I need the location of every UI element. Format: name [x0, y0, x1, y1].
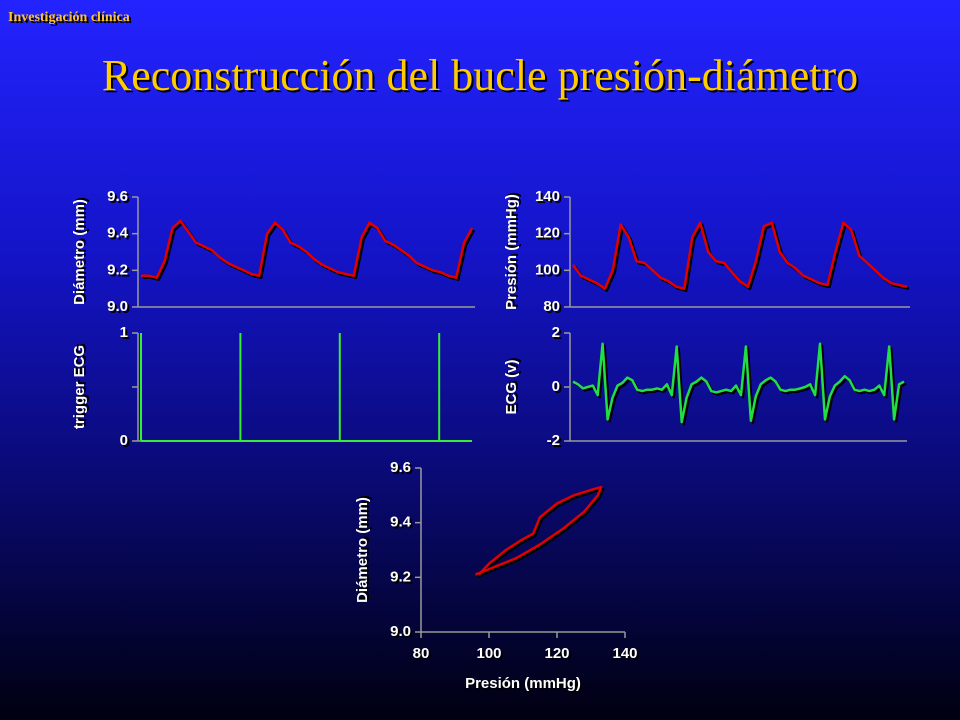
y-tick-label: 80: [543, 298, 560, 315]
y-tick-label: 0: [552, 378, 560, 395]
y-tick-label: 9.0: [390, 623, 411, 640]
y-axis-label: Diámetro (mm): [71, 199, 88, 305]
y-tick-label: 140: [535, 188, 560, 205]
y-tick-label: 0: [120, 432, 128, 449]
y-tick-label: 9.6: [107, 188, 128, 205]
y-tick-label: 2: [552, 324, 560, 341]
y-tick-label: 9.2: [107, 261, 128, 278]
loop-trace: [474, 485, 603, 576]
x-tick-label: 100: [476, 645, 501, 662]
y-tick-label: 9.0: [107, 298, 128, 315]
section-label: Investigación clínica: [8, 10, 130, 25]
y-tick-label: 120: [535, 225, 560, 242]
y-tick-label: -2: [547, 432, 560, 449]
y-axis-label: ECG (v): [503, 359, 520, 414]
trace: [571, 221, 908, 290]
trace: [572, 342, 905, 424]
y-axis-label: trigger ECG: [71, 345, 88, 429]
x-tick-label: 140: [612, 645, 637, 662]
y-tick-label: 1: [120, 324, 128, 341]
y-tick-label: 9.4: [390, 514, 412, 531]
x-tick-label: 120: [544, 645, 569, 662]
y-tick-label: 9.6: [390, 459, 411, 476]
x-axis-label: Presión (mmHg): [465, 675, 581, 692]
trace: [141, 219, 474, 279]
slide-title: Reconstrucción del bucle presión-diámetr…: [102, 51, 858, 100]
y-tick-label: 9.4: [107, 225, 129, 242]
y-tick-label: 100: [535, 261, 560, 278]
y-tick-label: 9.2: [390, 568, 411, 585]
y-axis-label: Diámetro (mm): [354, 497, 371, 603]
x-tick-label: 80: [413, 645, 430, 662]
y-axis-label: Presión (mmHg): [503, 194, 520, 310]
